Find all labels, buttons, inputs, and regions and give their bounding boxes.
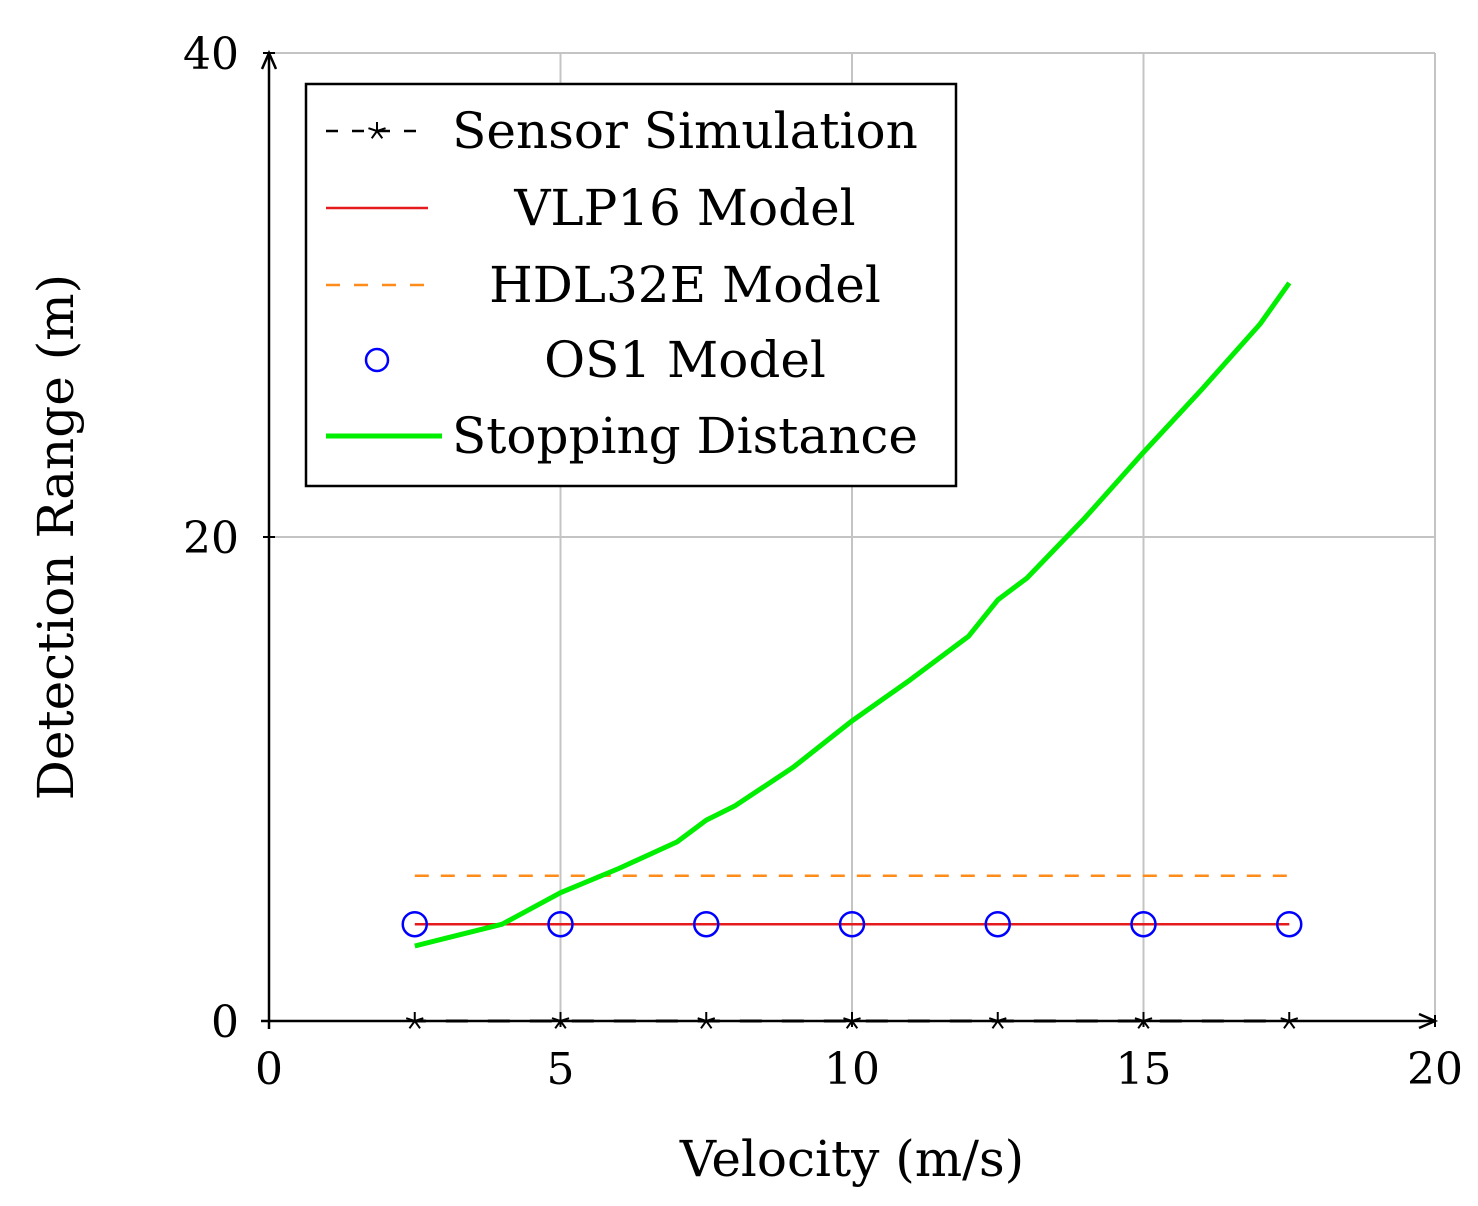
legend-label: Stopping Distance [452, 407, 918, 465]
y-axis-label: Detection Range (m) [27, 274, 85, 800]
sensor-simulation-point [843, 1012, 861, 1029]
sensor-simulation-point [551, 1012, 570, 1029]
os1-point [693, 910, 720, 938]
legend-label: VLP16 Model [513, 179, 855, 237]
os1-point [984, 910, 1011, 938]
sensor-simulation-point [1280, 1012, 1299, 1029]
os1-point [1276, 910, 1303, 938]
x-tick-label: 20 [1407, 1044, 1463, 1095]
legend-item: HDL32E Model [326, 256, 881, 314]
plot-area [401, 281, 1303, 1029]
sensor-simulation-point [405, 1012, 424, 1029]
sensor-simulation-point [697, 1012, 716, 1029]
legend-item: OS1 Model [364, 331, 826, 389]
os1-point [401, 910, 428, 938]
y-tick-label: 40 [183, 29, 239, 80]
legend-label: HDL32E Model [489, 256, 881, 314]
legend-label: OS1 Model [544, 331, 826, 389]
os1-point [547, 910, 574, 938]
x-tick-label: 10 [824, 1044, 880, 1095]
legend-label: Sensor Simulation [452, 102, 918, 160]
x-tick-label: 0 [255, 1044, 283, 1095]
series-line-stopping-distance [414, 281, 1292, 949]
legend-item: Sensor Simulation [326, 102, 918, 160]
y-tick-label: 20 [183, 513, 239, 564]
legend-swatch [364, 347, 390, 373]
os1-point [1130, 910, 1157, 938]
y-tick-label: 0 [211, 997, 239, 1048]
x-tick-label: 5 [547, 1044, 575, 1095]
sensor-simulation-point [1134, 1012, 1153, 1029]
legend-item: VLP16 Model [326, 179, 856, 237]
os1-point [838, 910, 866, 938]
sensor-simulation-point [988, 1012, 1007, 1029]
x-tick-label: 15 [1116, 1044, 1172, 1095]
legend-star-marker [368, 122, 386, 139]
axes: 0 5 10 15 20 0 20 40 [183, 29, 1463, 1095]
legend: Sensor Simulation VLP16 Model HDL32E Model… [304, 82, 958, 488]
legend-item: Stopping Distance [326, 407, 918, 465]
x-axis-label: Velocity (m/s) [679, 1130, 1024, 1188]
